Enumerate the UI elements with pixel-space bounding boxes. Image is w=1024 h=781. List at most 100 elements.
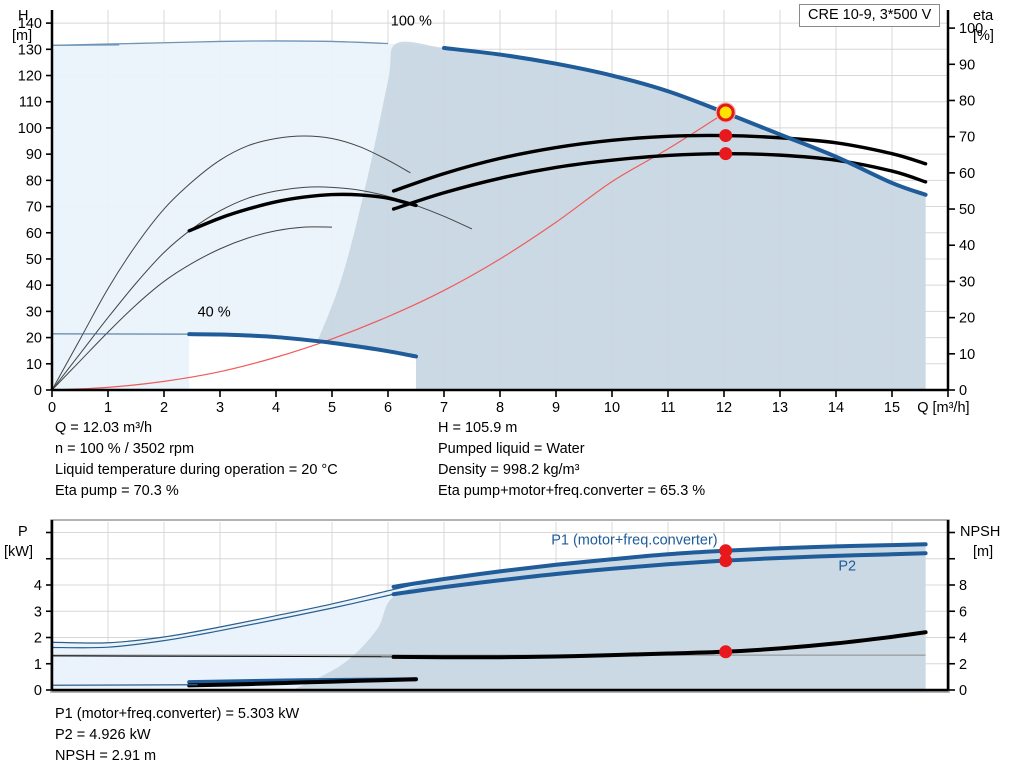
y-tick-label-left: 2 <box>34 631 42 647</box>
x-tick-label: 9 <box>552 400 560 416</box>
envelope-grey-area <box>295 41 926 390</box>
x-tick-label: 7 <box>440 400 448 416</box>
duty-point-marker[interactable] <box>716 103 735 122</box>
x-tick-label: 13 <box>772 400 788 416</box>
y-tick-label-right: 80 <box>959 93 975 109</box>
x-tick-label: 14 <box>828 400 844 416</box>
y-tick-label-left: 120 <box>18 69 42 85</box>
series-label-1: P2 <box>838 559 856 575</box>
bottom-chart-group: 0 1 2 3 4 0 2 4 6 8 P [kW] NPSH [m] P1 (motor+freq.con… <box>4 519 1000 699</box>
x-tick-label: 0 <box>48 400 56 416</box>
y-tick-label-right: 8 <box>959 578 967 594</box>
y-tick-label-left: 40 <box>26 278 42 294</box>
y-tick-label-left: 20 <box>26 331 42 347</box>
y-tick-label-left: 10 <box>26 357 42 373</box>
duty-info-left: Q = 12.03 m³/h n = 100 % / 3502 rpm Liquid… <box>55 418 338 502</box>
duty-info-left-line-3: Eta pump = 70.3 % <box>55 483 179 499</box>
power-envelope-grey <box>292 544 926 690</box>
y-tick-label-right: 0 <box>959 383 967 399</box>
x-tick-label: 1 <box>104 400 112 416</box>
top-chart-group: 0102030405060708090100110120130140010203… <box>12 8 994 416</box>
eta-thin-curve-0 <box>51 135 411 391</box>
duty-info-left-line-2: Liquid temperature during operation = 20… <box>55 462 338 478</box>
series-label-0: P1 (motor+freq.converter) <box>551 532 717 548</box>
y-tick-label-right: 60 <box>959 166 975 182</box>
npsh-left-extension <box>51 655 397 658</box>
x-tick-label: 3 <box>216 400 224 416</box>
y-tick-label-left: 30 <box>26 304 42 320</box>
curve-annotation-0: 100 % <box>391 14 432 30</box>
duty-info-right: H = 105.9 m Pumped liquid = Water Density … <box>438 418 705 502</box>
y-axis-left-title: P <box>18 524 28 540</box>
head-100-left-extension <box>51 44 120 46</box>
y-tick-label-left: 60 <box>26 226 42 242</box>
power-npsh-chart: 0 1 2 3 4 0 2 4 6 8 P [kW] NPSH [m] P1 (motor+freq.con… <box>4 519 1000 699</box>
power-info-line-1: P2 = 4.926 kW <box>55 727 151 743</box>
y-tick-label-left: 4 <box>34 578 42 594</box>
y-tick-label-left: 50 <box>26 252 42 268</box>
power-thin-curve-1 <box>51 589 411 649</box>
y-tick-label-left: 70 <box>26 200 42 216</box>
curve-annotation-1: 40 % <box>198 305 231 321</box>
system-curve <box>51 111 727 391</box>
x-tick-label: 6 <box>384 400 392 416</box>
y-tick-label-left: 130 <box>18 42 42 58</box>
y-tick-label-left: 0 <box>34 383 42 399</box>
x-tick-label: 4 <box>272 400 280 416</box>
power-info-line-0: P1 (motor+freq.converter) = 5.303 kW <box>55 706 300 722</box>
duty-info-left-line-1: n = 100 % / 3502 rpm <box>55 441 195 457</box>
x-tick-label: 8 <box>496 400 504 416</box>
y-axis-right-unit: [m] <box>973 544 993 560</box>
y-axis-right-title: eta <box>973 8 994 24</box>
y-tick-label-left: 140 <box>18 16 42 32</box>
x-tick-label: 10 <box>604 400 620 416</box>
power-curve-p1 <box>391 542 928 589</box>
x-tick-label: 5 <box>328 400 336 416</box>
head-curve-chart: 0102030405060708090100110120130140010203… <box>12 8 994 416</box>
y-axis-left-unit: [m] <box>12 28 32 44</box>
y-tick-label-left: 90 <box>26 147 42 163</box>
duty-info-right-line-1: Pumped liquid = Water <box>438 441 585 457</box>
y-tick-label-left: 1 <box>34 657 42 673</box>
x-tick-label: 12 <box>716 400 732 416</box>
y-tick-label-right: 50 <box>959 202 975 218</box>
duty-marker-npsh <box>719 645 733 659</box>
x-tick-label: 2 <box>160 400 168 416</box>
y-axis-right-title: NPSH <box>960 524 1000 540</box>
duty-marker-p1 <box>719 544 733 558</box>
eta-curve-2 <box>187 192 418 233</box>
duty-info-left-line-0: Q = 12.03 m³/h <box>55 420 153 436</box>
eta-duty-marker-1 <box>719 147 733 161</box>
eta-thin-curve-2 <box>51 226 333 391</box>
duty-info-right-line-2: Density = 998.2 kg/m³ <box>438 462 580 478</box>
power-info: P1 (motor+freq.converter) = 5.303 kW P2 =… <box>55 704 299 767</box>
power-curve-p2 <box>391 551 928 597</box>
y-tick-label-right: 2 <box>959 657 967 673</box>
duty-point-halo <box>715 102 736 123</box>
y-tick-label-right: 10 <box>959 347 975 363</box>
power-40-left-extension <box>51 684 198 686</box>
y-tick-label-right: 100 <box>959 21 983 37</box>
duty-marker-p2 <box>719 554 733 568</box>
y-tick-label-right: 4 <box>959 631 967 647</box>
y-axis-right-unit: [%] <box>973 28 994 44</box>
y-tick-label-right: 40 <box>959 238 975 254</box>
npsh-curve-40 <box>187 677 418 688</box>
y-tick-label-right: 70 <box>959 130 975 146</box>
eta-curve-0 <box>391 133 928 193</box>
x-tick-label: 15 <box>884 400 900 416</box>
npsh-curve-100 <box>391 630 928 660</box>
duty-info-right-line-0: H = 105.9 m <box>438 420 518 436</box>
y-tick-label-left: 110 <box>19 95 42 111</box>
y-axis-left-title: H <box>18 8 28 24</box>
y-tick-label-left: 80 <box>26 173 42 189</box>
head-curve-40 <box>187 332 418 359</box>
y-axis-left-unit: [kW] <box>4 544 33 560</box>
y-tick-label-right: 20 <box>959 311 975 327</box>
pump-model-title: CRE 10-9, 3*500 V <box>799 4 941 27</box>
eta-duty-marker-0 <box>719 129 733 143</box>
x-tick-label: 11 <box>660 400 675 416</box>
y-tick-label-left: 0 <box>34 683 42 699</box>
head-envelope-top-thin <box>51 40 389 47</box>
y-tick-label-right: 0 <box>959 683 967 699</box>
